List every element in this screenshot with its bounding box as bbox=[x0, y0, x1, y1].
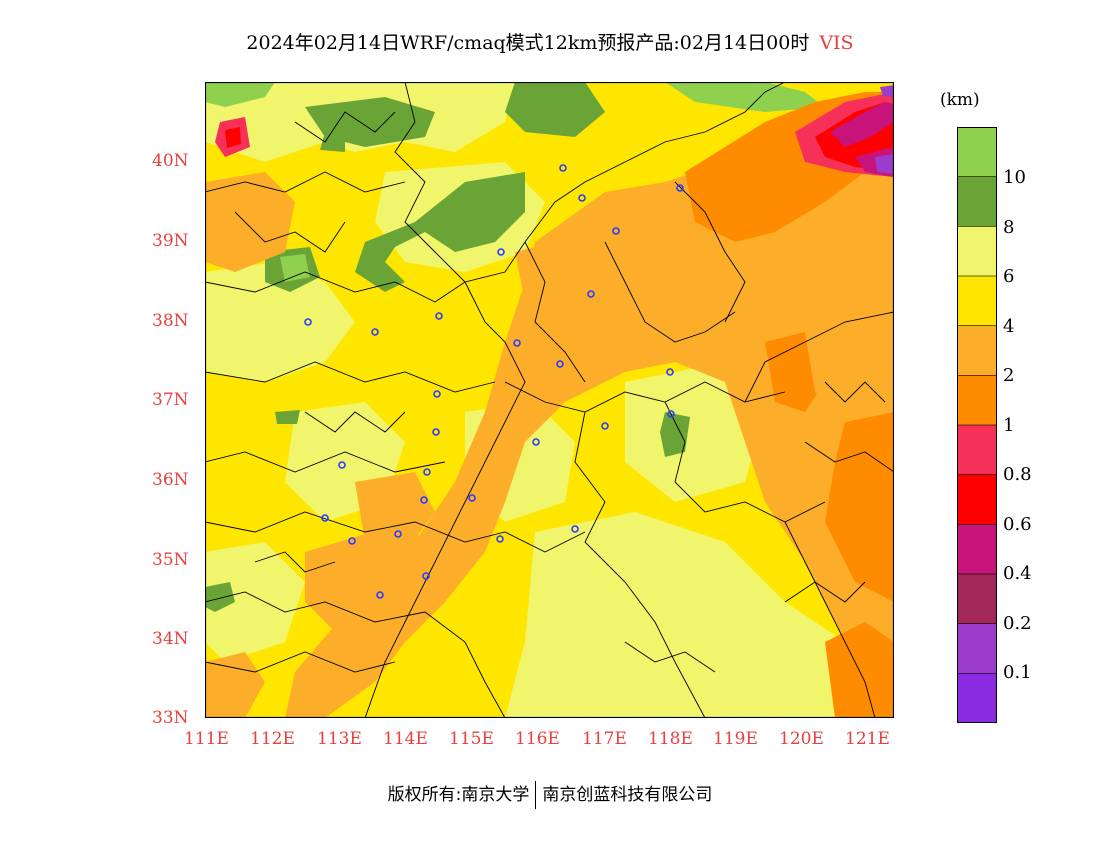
city-marker bbox=[321, 514, 329, 522]
field-above-10km bbox=[205, 82, 825, 282]
city-marker bbox=[559, 164, 567, 172]
lon-label-120e: 120E bbox=[779, 729, 824, 749]
legend-swatch bbox=[957, 176, 997, 228]
legend-swatch bbox=[957, 673, 997, 723]
copyright-footer: 版权所有:南京大学 南京创蓝科技有限公司 bbox=[0, 780, 1100, 809]
boundary-lines bbox=[205, 82, 894, 718]
legend-swatch bbox=[957, 127, 997, 178]
legend-swatch bbox=[957, 325, 997, 377]
city-marker bbox=[676, 184, 684, 192]
lon-label-111e: 111E bbox=[184, 729, 229, 749]
lat-label-40n: 40N bbox=[152, 151, 189, 171]
city-marker bbox=[666, 368, 674, 376]
company-text: 南京创蓝科技有限公司 bbox=[542, 785, 713, 805]
legend-swatch bbox=[957, 275, 997, 327]
field-2-4km bbox=[205, 102, 894, 718]
lon-label-116e: 116E bbox=[515, 729, 560, 749]
field-0.1-0.2km bbox=[875, 85, 894, 174]
legend-label-2: 2 bbox=[1003, 365, 1015, 386]
lat-label-38n: 38N bbox=[152, 311, 189, 331]
city-marker bbox=[394, 530, 402, 538]
variable-name: VIS bbox=[819, 32, 854, 54]
legend-unit: (km) bbox=[940, 90, 980, 110]
city-marker bbox=[348, 537, 356, 545]
lon-label-118e: 118E bbox=[648, 729, 693, 749]
city-marker bbox=[556, 360, 564, 368]
city-marker bbox=[513, 339, 521, 347]
lat-label-33n: 33N bbox=[152, 708, 189, 728]
city-marker bbox=[601, 422, 609, 430]
footer-divider bbox=[535, 781, 537, 809]
lon-label-114e: 114E bbox=[383, 729, 428, 749]
legend-label-8: 8 bbox=[1003, 217, 1015, 238]
city-markers bbox=[304, 164, 684, 599]
legend-label-6: 6 bbox=[1003, 266, 1015, 287]
city-marker bbox=[420, 496, 428, 504]
city-marker bbox=[338, 461, 346, 469]
legend-swatch bbox=[957, 375, 997, 426]
visibility-map bbox=[205, 82, 894, 718]
city-marker bbox=[376, 591, 384, 599]
lon-label-112e: 112E bbox=[250, 729, 295, 749]
city-marker bbox=[423, 468, 431, 476]
legend-swatch bbox=[957, 623, 997, 675]
chart-title: 2024年02月14日WRF/cmaq模式12km预报产品:02月14日00时 V… bbox=[0, 28, 1100, 55]
city-marker bbox=[432, 428, 440, 436]
lat-label-35n: 35N bbox=[152, 550, 189, 570]
lon-label-117e: 117E bbox=[582, 729, 627, 749]
copyright-text: 版权所有:南京大学 bbox=[387, 785, 530, 805]
legend-swatch bbox=[957, 474, 997, 526]
sea-region bbox=[805, 292, 894, 422]
legend-swatch bbox=[957, 524, 997, 575]
lat-label-36n: 36N bbox=[152, 470, 189, 490]
legend-swatch bbox=[957, 226, 997, 277]
legend-label-10: 10 bbox=[1003, 167, 1026, 188]
lon-label-113e: 113E bbox=[317, 729, 362, 749]
city-marker bbox=[468, 494, 476, 502]
lat-label-34n: 34N bbox=[152, 629, 189, 649]
lat-label-39n: 39N bbox=[152, 231, 189, 251]
lon-label-121e: 121E bbox=[845, 729, 890, 749]
city-marker bbox=[571, 525, 579, 533]
city-marker bbox=[612, 227, 620, 235]
city-marker bbox=[496, 535, 504, 543]
legend-swatch bbox=[957, 573, 997, 625]
city-marker bbox=[497, 248, 505, 256]
legend-label-1: 1 bbox=[1003, 415, 1015, 436]
city-marker bbox=[578, 194, 586, 202]
legend-label-0-1: 0.1 bbox=[1003, 662, 1032, 683]
city-marker bbox=[532, 438, 540, 446]
map-frame bbox=[205, 82, 894, 718]
legend-label-0-2: 0.2 bbox=[1003, 613, 1032, 634]
city-marker bbox=[667, 410, 675, 418]
city-marker bbox=[304, 318, 312, 326]
legend-label-4: 4 bbox=[1003, 316, 1015, 337]
lat-label-37n: 37N bbox=[152, 390, 189, 410]
legend-swatch bbox=[957, 424, 997, 476]
city-marker bbox=[587, 290, 595, 298]
city-marker bbox=[433, 390, 441, 398]
city-marker bbox=[371, 328, 379, 336]
city-marker bbox=[435, 312, 443, 320]
lon-label-119e: 119E bbox=[713, 729, 758, 749]
legend-label-0-8: 0.8 bbox=[1003, 464, 1032, 485]
city-marker bbox=[422, 572, 430, 580]
lon-label-115e: 115E bbox=[449, 729, 494, 749]
legend-label-0-6: 0.6 bbox=[1003, 514, 1032, 535]
legend-label-0-4: 0.4 bbox=[1003, 563, 1032, 584]
title-text: 2024年02月14日WRF/cmaq模式12km预报产品:02月14日00时 bbox=[246, 32, 810, 54]
color-legend bbox=[957, 127, 997, 723]
